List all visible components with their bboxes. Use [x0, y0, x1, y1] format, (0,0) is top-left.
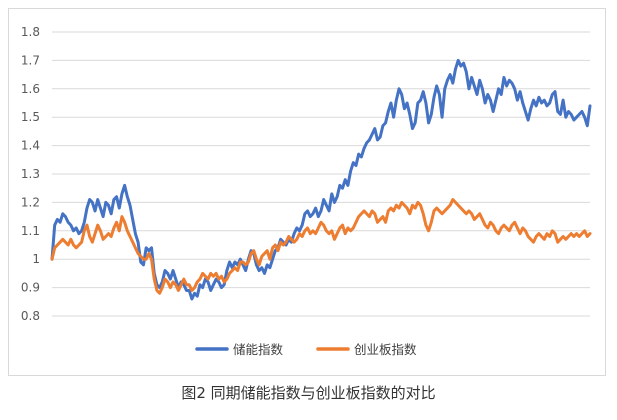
y-tick-label: 1.7: [21, 53, 40, 67]
legend-label-1: 创业板指数: [354, 342, 417, 357]
series-line-0: [50, 58, 592, 301]
y-tick-label: 1.3: [21, 167, 40, 181]
series-line-1: [50, 198, 592, 295]
legend-label-0: 储能指数: [233, 342, 284, 357]
figure-caption: 图2 同期储能指数与创业板指数的对比: [181, 384, 436, 402]
chart-frame: [8, 8, 606, 376]
y-tick-label: 0.9: [21, 281, 40, 295]
y-tick-label: 1.4: [21, 139, 40, 153]
y-tick-label: 1.8: [21, 25, 40, 39]
y-tick-label: 1.2: [21, 195, 40, 209]
y-tick-label: 1.1: [21, 224, 40, 238]
y-tick-label: 1.5: [21, 110, 40, 124]
y-tick-label: 1.6: [21, 82, 40, 96]
y-tick-label: 0.8: [21, 309, 40, 323]
y-tick-label: 1: [32, 252, 40, 266]
